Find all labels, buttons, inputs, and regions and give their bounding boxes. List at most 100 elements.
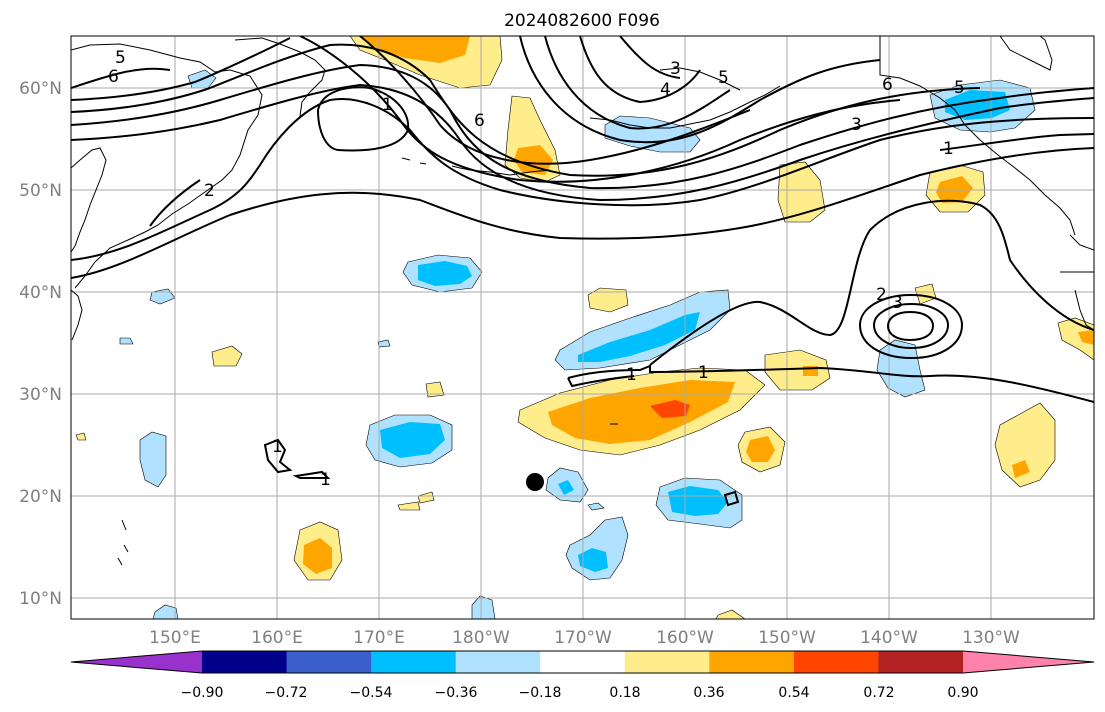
negative-anomaly-patch — [587, 502, 605, 511]
colorbar-extension-high — [963, 651, 1094, 673]
height-contours — [71, 36, 1094, 507]
positive-anomaly-patch — [425, 381, 445, 398]
colorbar-tick-label: 0.18 — [609, 685, 640, 701]
positive-anomaly-core — [303, 538, 332, 574]
positive-anomaly-patch — [211, 345, 243, 367]
colorbar-segment — [540, 651, 626, 673]
positive-anomaly-core — [548, 380, 735, 444]
colorbar-tick-label: 0.54 — [778, 685, 809, 701]
anomaly-shading — [75, 36, 1094, 619]
contour-label: 1 — [943, 139, 954, 159]
map-area: 5 6 3 4 5 6 1 6 2 3 5 1 1 1 2 3 1 1 — [71, 36, 1094, 619]
lon-label: 150°E — [149, 628, 201, 648]
contour-labels: 5 6 3 4 5 6 1 6 2 3 5 1 1 1 2 3 1 1 — [108, 48, 965, 490]
colorbar-tick-label: 0.90 — [947, 685, 978, 701]
colorbar-outline — [70, 650, 1095, 674]
colorbar-tick-label: 0.72 — [863, 685, 894, 701]
positive-anomaly-patch — [764, 349, 831, 391]
lon-label: 170°W — [554, 628, 612, 648]
colorbar-segment — [624, 651, 710, 673]
colorbar — [70, 650, 1095, 674]
contour-label: 3 — [892, 293, 903, 313]
positive-anomaly-max — [650, 400, 690, 418]
lat-label: 50°N — [19, 181, 62, 201]
contour-label: 2 — [876, 285, 887, 305]
colorbar-segment — [202, 651, 288, 673]
contour-label: 1 — [698, 363, 709, 383]
contour-label: 6 — [882, 75, 893, 95]
storm-position-marker — [526, 473, 544, 491]
contour-label: 3 — [670, 59, 681, 79]
colorbar-tick-label: −0.54 — [350, 685, 393, 701]
negative-anomaly-core — [418, 261, 472, 286]
contour-label: 2 — [204, 181, 215, 201]
lon-label: 160°E — [251, 628, 303, 648]
lat-label: 10°N — [19, 589, 62, 609]
colorbar-segment — [455, 651, 541, 673]
colorbar-segment — [878, 651, 964, 673]
colorbar-segment — [286, 651, 372, 673]
contour-label: 3 — [851, 115, 862, 135]
contour-label: 1 — [626, 365, 637, 385]
negative-anomaly-patch — [149, 288, 176, 305]
negative-anomaly-core — [558, 480, 574, 495]
colorbar-tick-label: 0.36 — [693, 685, 724, 701]
colorbar-segment — [709, 651, 795, 673]
lat-label: 20°N — [19, 487, 62, 507]
map-title: 2024082600 F096 — [504, 11, 660, 31]
negative-anomaly-core — [578, 312, 700, 362]
colorbar-tick-label: −0.36 — [435, 685, 478, 701]
latitude-labels: 60°N 50°N 40°N 30°N 20°N 10°N — [19, 79, 62, 609]
colorbar-segment — [793, 651, 879, 673]
positive-anomaly-core — [1078, 330, 1094, 345]
lon-label: 170°E — [353, 628, 405, 648]
lat-label: 40°N — [19, 283, 62, 303]
lon-label: 150°W — [758, 628, 816, 648]
colorbar-tick-labels: −0.90 −0.72 −0.54 −0.36 −0.18 0.18 0.36 … — [181, 685, 979, 701]
positive-anomaly-patch — [75, 432, 87, 441]
positive-anomaly-patch — [587, 287, 629, 313]
coastlines — [71, 36, 1094, 566]
colorbar-segment — [371, 651, 457, 673]
lon-label: 180°W — [452, 628, 510, 648]
colorbar-tick-label: −0.72 — [265, 685, 308, 701]
colorbar-extension-low — [71, 651, 202, 673]
contour-label: 6 — [474, 111, 485, 131]
negative-anomaly-core — [578, 548, 608, 572]
negative-anomaly-patch — [119, 337, 134, 345]
contour-label: 6 — [108, 67, 119, 87]
colorbar-tick-label: −0.18 — [519, 685, 562, 701]
contour-label: 1 — [320, 470, 331, 490]
positive-anomaly-patch — [417, 491, 435, 504]
contour-label: 1 — [382, 95, 393, 115]
contour-label: 5 — [115, 48, 126, 68]
negative-anomaly-patch — [139, 431, 167, 488]
positive-anomaly-core — [360, 36, 470, 63]
positive-anomaly-patch — [1057, 317, 1094, 361]
negative-anomaly-core — [380, 422, 445, 458]
contour-label: 5 — [954, 78, 965, 98]
positive-anomaly-core — [1012, 460, 1030, 478]
lon-label: 140°W — [860, 628, 918, 648]
contour-label: 5 — [718, 68, 729, 88]
lon-label: 130°W — [962, 628, 1020, 648]
contour-label: 1 — [272, 437, 283, 457]
colorbar-tick-label: −0.90 — [181, 685, 224, 701]
gridlines — [71, 36, 1094, 619]
positive-anomaly-patch — [715, 609, 746, 619]
positive-anomaly-patch — [994, 402, 1056, 488]
longitude-labels: 150°E 160°E 170°E 180°W 170°W 160°W 150°… — [149, 628, 1020, 648]
positive-anomaly-core — [514, 145, 553, 175]
negative-anomaly-patch — [152, 604, 179, 619]
map-frame — [70, 35, 1095, 620]
positive-anomaly-patch — [777, 161, 826, 223]
lat-label: 60°N — [19, 79, 62, 99]
lon-label: 160°W — [656, 628, 714, 648]
contour-label: 4 — [660, 80, 671, 100]
positive-anomaly-core — [746, 436, 775, 462]
negative-anomaly-core — [668, 486, 728, 516]
positive-anomaly-patch — [397, 501, 421, 511]
negative-anomaly-core — [945, 90, 1010, 120]
lat-label: 30°N — [19, 385, 62, 405]
